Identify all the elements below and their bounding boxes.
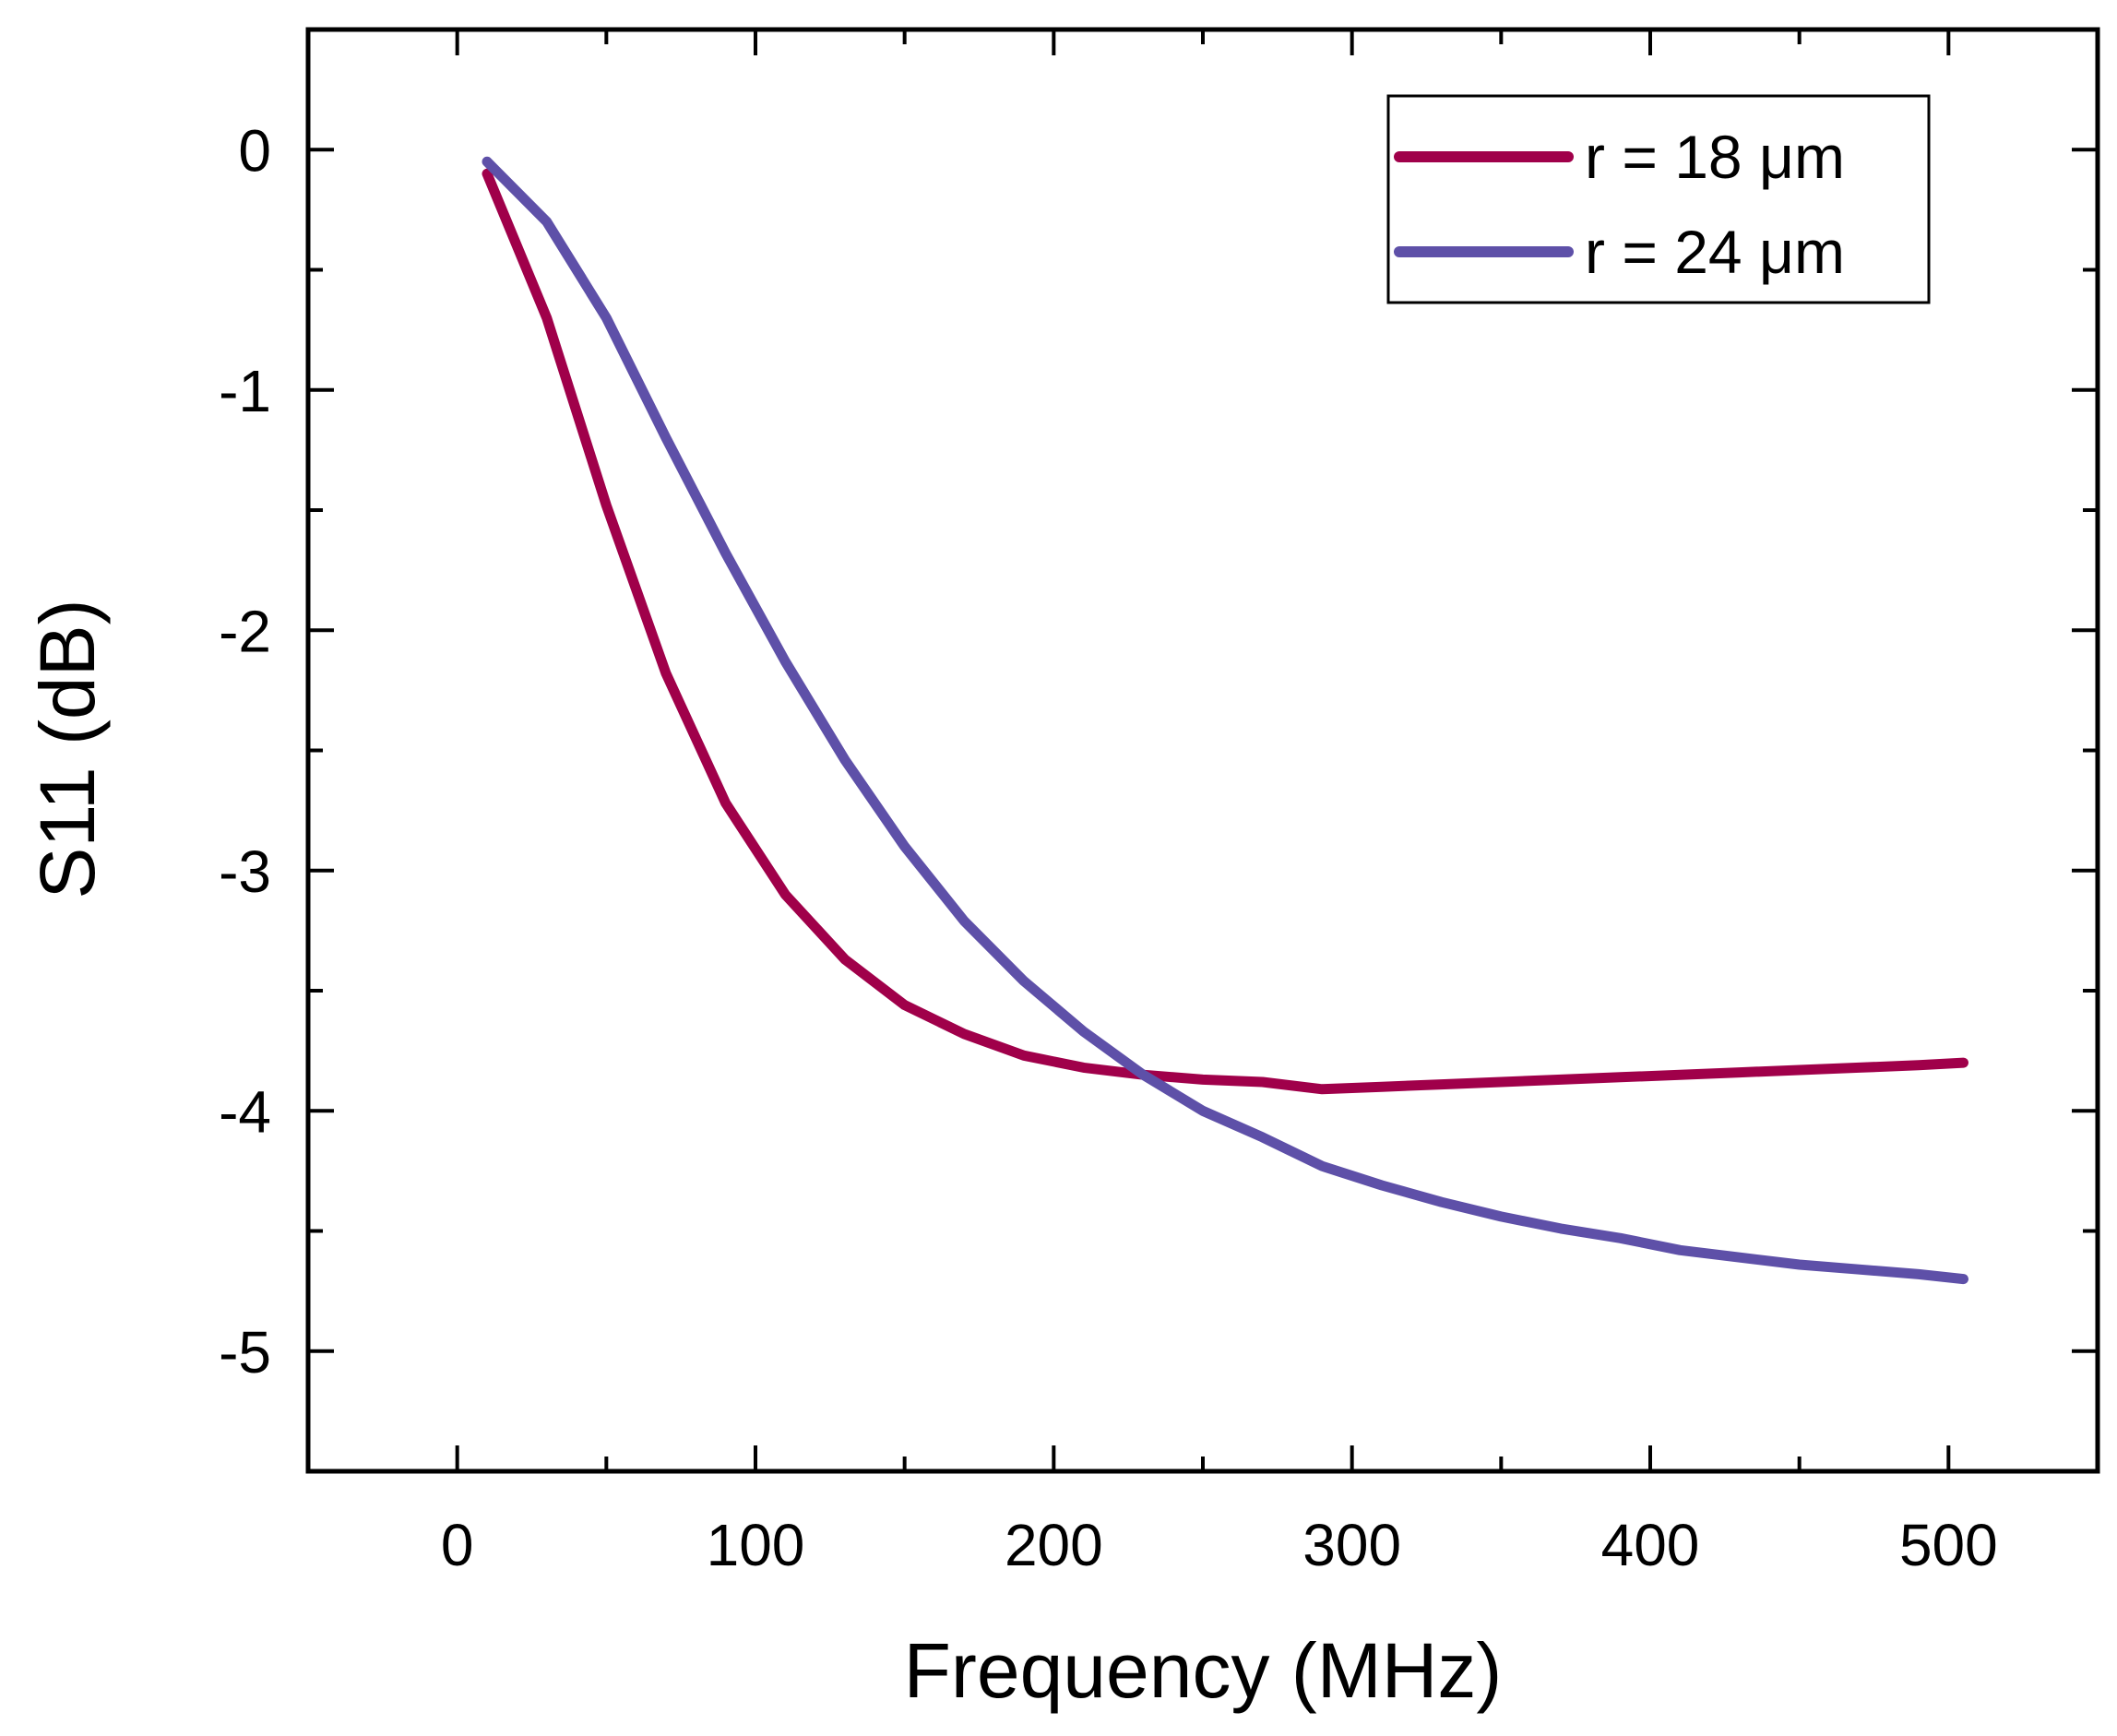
x-tick-label: 300 xyxy=(1302,1512,1401,1578)
y-tick-label: -4 xyxy=(219,1078,271,1145)
legend-label-r18: r = 18 μm xyxy=(1585,123,1845,191)
y-axis-title: S11 (dB) xyxy=(24,599,111,898)
x-tick-label: 100 xyxy=(707,1512,805,1578)
x-tick-label: 400 xyxy=(1601,1512,1700,1578)
x-tick-label: 500 xyxy=(1899,1512,1998,1578)
y-tick-label: 0 xyxy=(238,117,271,184)
x-tick-label: 0 xyxy=(441,1512,474,1578)
tick-layer: 0 100 200 300 400 500 0 -1 -2 -3 -4 -5 xyxy=(219,30,2098,1578)
legend-label-r24: r = 24 μm xyxy=(1585,218,1845,286)
y-tick-label: -2 xyxy=(219,598,271,664)
legend-box xyxy=(1386,94,1931,304)
legend: r = 18 μm r = 24 μm xyxy=(1386,94,1931,304)
x-tick-label: 200 xyxy=(1005,1512,1103,1578)
y-tick-label: -1 xyxy=(219,358,271,424)
plot-frame xyxy=(305,27,2100,1474)
series-line-r24 xyxy=(482,156,1968,1285)
series-line-r18 xyxy=(482,168,1968,1095)
x-axis-title: Frequency (MHz) xyxy=(904,1627,1503,1714)
series-layer xyxy=(482,156,1968,1285)
y-tick-label: -3 xyxy=(219,838,271,905)
y-tick-label: -5 xyxy=(219,1319,271,1385)
